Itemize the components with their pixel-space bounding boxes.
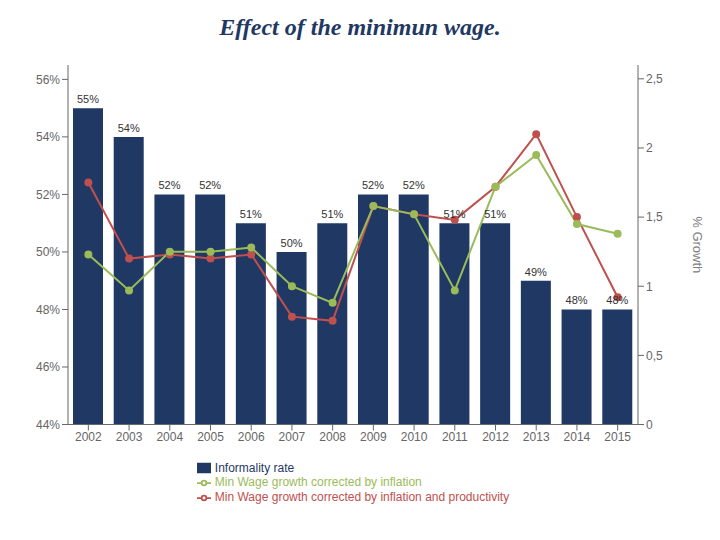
svg-text:51%: 51% [321, 208, 343, 220]
svg-text:51%: 51% [443, 208, 465, 220]
svg-text:49%: 49% [525, 266, 547, 278]
svg-text:2015: 2015 [604, 430, 631, 444]
svg-text:50%: 50% [281, 237, 303, 249]
svg-text:56%: 56% [36, 73, 60, 87]
svg-text:2007: 2007 [279, 430, 306, 444]
svg-text:2010: 2010 [401, 430, 428, 444]
svg-text:2009: 2009 [360, 430, 387, 444]
svg-text:52%: 52% [362, 179, 384, 191]
svg-text:44%: 44% [36, 418, 60, 432]
svg-text:51%: 51% [484, 208, 506, 220]
svg-text:1,5: 1,5 [646, 210, 663, 224]
svg-text:51%: 51% [240, 208, 262, 220]
svg-text:% Growth: % Growth [690, 216, 705, 273]
html-text:Min Wage growth corrected by i: Min Wage growth corrected by inflation [214, 475, 422, 490]
svg-text:48%: 48% [36, 303, 60, 317]
svg-text:52%: 52% [199, 179, 221, 191]
svg-text:46%: 46% [36, 360, 60, 374]
svg-text:1: 1 [646, 280, 653, 294]
svg-text:2005: 2005 [197, 430, 224, 444]
svg-text:52%: 52% [158, 179, 180, 191]
svg-text:54%: 54% [36, 130, 60, 144]
svg-text:2006: 2006 [238, 430, 265, 444]
svg-text:2,5: 2,5 [646, 72, 663, 86]
svg-text:2008: 2008 [319, 430, 346, 444]
svg-text:2012: 2012 [482, 430, 509, 444]
svg-text:2011: 2011 [442, 430, 468, 444]
html-text:Informality rate: Informality rate [214, 460, 295, 475]
svg-text:55%: 55% [77, 93, 99, 105]
svg-text:50%: 50% [36, 245, 60, 259]
svg-text:48%: 48% [566, 294, 588, 306]
html-text:Min Wage growth corrected by i: Min Wage growth corrected by inflation a… [214, 490, 510, 505]
svg-text:2003: 2003 [116, 430, 143, 444]
svg-text:2014: 2014 [564, 430, 591, 444]
svg-text:0: 0 [646, 418, 653, 432]
html-text:Effect of the minimun wage.: Effect of the minimun wage. [219, 14, 501, 40]
svg-text:54%: 54% [118, 122, 140, 134]
svg-text:2004: 2004 [156, 430, 183, 444]
svg-text:0,5: 0,5 [646, 349, 663, 363]
svg-text:52%: 52% [36, 188, 60, 202]
svg-text:2013: 2013 [523, 430, 550, 444]
svg-text:2: 2 [646, 141, 653, 155]
svg-text:52%: 52% [403, 179, 425, 191]
svg-text:2002: 2002 [75, 430, 102, 444]
svg-text:48%: 48% [606, 294, 628, 306]
